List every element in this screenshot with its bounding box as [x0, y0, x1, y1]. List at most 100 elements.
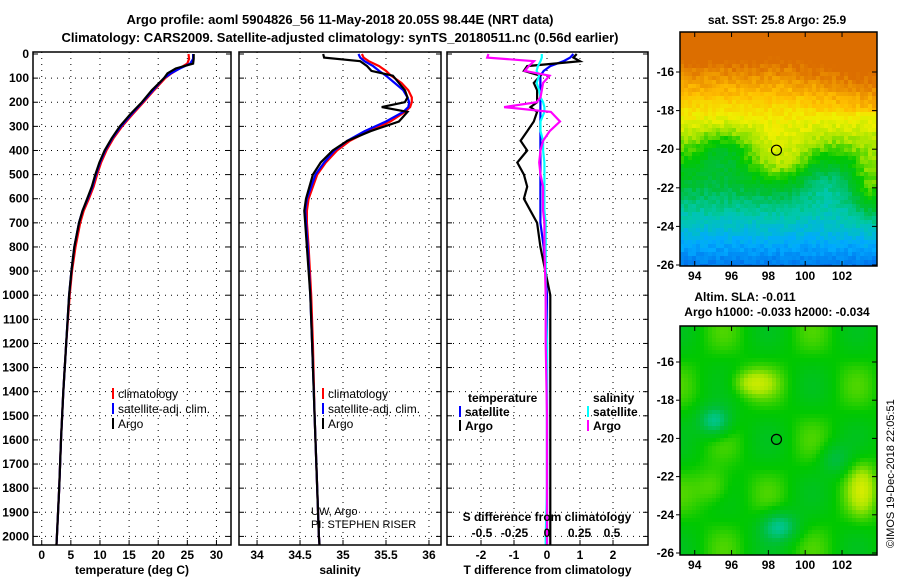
map-cell: [684, 394, 688, 398]
map-cell: [732, 462, 736, 466]
map-cell: [816, 96, 820, 100]
map-cell: [700, 430, 704, 434]
map-cell: [792, 478, 796, 482]
map-cell: [736, 180, 740, 184]
map-cell: [700, 522, 704, 526]
map-cell: [784, 92, 788, 96]
map-cell: [812, 236, 816, 240]
map-cell: [792, 264, 796, 266]
map-cell: [840, 116, 844, 120]
map-cell: [772, 490, 776, 494]
map-cell: [792, 60, 796, 64]
map-cell: [688, 184, 692, 188]
map-cell: [748, 402, 752, 406]
map-cell: [776, 152, 780, 156]
map-cell: [856, 192, 860, 196]
map-cell: [744, 256, 748, 260]
map-cell: [772, 530, 776, 534]
map-cell: [824, 52, 828, 56]
map-cell: [824, 148, 828, 152]
map-cell: [852, 52, 856, 56]
map-cell: [840, 92, 844, 96]
map-cell: [776, 124, 780, 128]
map-cell: [780, 522, 784, 526]
map-cell: [680, 156, 684, 160]
map-cell: [836, 48, 840, 52]
map-cell: [684, 430, 688, 434]
map-cell: [812, 224, 816, 228]
map-cell: [820, 188, 824, 192]
map-cell: [728, 120, 732, 124]
map-cell: [680, 442, 684, 446]
map-cell: [752, 52, 756, 56]
map-cell: [696, 462, 700, 466]
map-cell: [840, 176, 844, 180]
map-cell: [688, 260, 692, 264]
map-cell: [820, 108, 824, 112]
map-cell: [748, 354, 752, 358]
map-cell: [724, 510, 728, 514]
map-cell: [756, 378, 760, 382]
map-cell: [780, 220, 784, 224]
map-cell: [684, 204, 688, 208]
map-cell: [736, 494, 740, 498]
map-cell: [768, 470, 772, 474]
map-cell: [736, 414, 740, 418]
map-cell: [812, 132, 816, 136]
map-cell: [732, 128, 736, 132]
map-cell: [852, 132, 856, 136]
map-cell: [804, 132, 808, 136]
map-cell: [736, 232, 740, 236]
map-cell: [808, 196, 812, 200]
map-cell: [792, 108, 796, 112]
map-cell: [864, 140, 868, 144]
map-cell: [744, 446, 748, 450]
map-cell: [760, 88, 764, 92]
map-cell: [828, 240, 832, 244]
map-cell: [848, 228, 852, 232]
map-cell: [752, 256, 756, 260]
map-cell: [844, 240, 848, 244]
map-cell: [764, 378, 768, 382]
map-cell: [740, 418, 744, 422]
map-cell: [788, 96, 792, 100]
map-cell: [712, 426, 716, 430]
map-cell: [728, 148, 732, 152]
map-cell: [696, 92, 700, 96]
x-tick-label: 0: [38, 548, 45, 562]
map-cell: [852, 152, 856, 156]
map-cell: [740, 100, 744, 104]
map-cell: [688, 450, 692, 454]
map-cell: [744, 48, 748, 52]
map-cell: [760, 498, 764, 502]
map-cell: [840, 64, 844, 68]
map-cell: [820, 68, 824, 72]
map-cell: [796, 108, 800, 112]
map-cell: [844, 88, 848, 92]
map-cell: [860, 244, 864, 248]
map-cell: [680, 224, 684, 228]
map-cell: [688, 530, 692, 534]
map-cell: [736, 168, 740, 172]
map-cell: [752, 486, 756, 490]
map-cell: [716, 374, 720, 378]
map-cell: [716, 84, 720, 88]
map-cell: [688, 32, 692, 36]
map-cell: [780, 354, 784, 358]
map-cell: [748, 450, 752, 454]
map-cell: [840, 136, 844, 140]
map-cell: [684, 338, 688, 342]
map-cell: [728, 48, 732, 52]
map-cell: [704, 410, 708, 414]
map-cell: [872, 180, 876, 184]
map-cell: [864, 164, 868, 168]
map-cell: [764, 164, 768, 168]
map-cell: [704, 232, 708, 236]
map-cell: [792, 450, 796, 454]
map-cell: [696, 506, 700, 510]
map-cell: [752, 92, 756, 96]
map-cell: [740, 164, 744, 168]
series-climatology: [305, 53, 413, 545]
map-cell: [772, 172, 776, 176]
map-cell: [724, 152, 728, 156]
